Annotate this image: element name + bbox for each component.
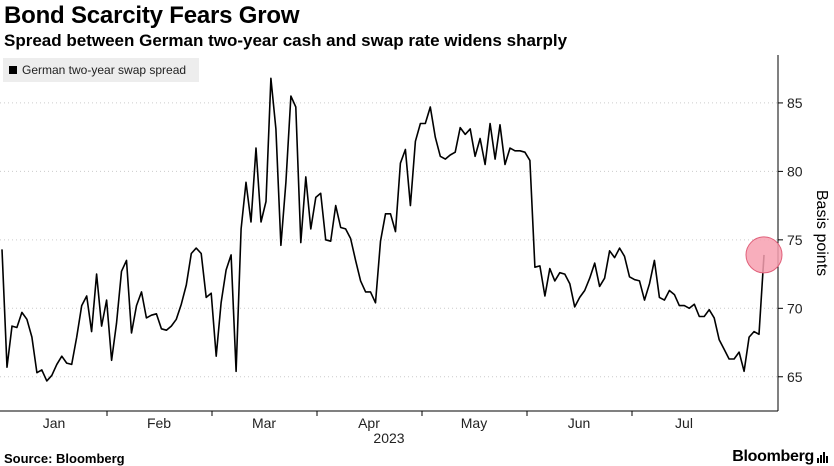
bloomberg-logo-icon — [817, 452, 828, 463]
x-tick-label: Feb — [147, 415, 171, 431]
x-tick-label: Apr — [358, 415, 380, 431]
series-line — [1, 77, 765, 382]
x-tick-label: Jun — [568, 415, 591, 431]
y-tick-label: 75 — [787, 232, 803, 248]
y-tick-label: 85 — [787, 95, 803, 111]
legend-label: German two-year swap spread — [22, 63, 187, 77]
x-tick-label: Jan — [43, 415, 66, 431]
x-tick-label: May — [461, 415, 487, 431]
y-tick-label: 65 — [787, 369, 803, 385]
chart-subtitle: Spread between German two-year cash and … — [4, 31, 568, 50]
x-tick-label: Jul — [675, 415, 693, 431]
x-axis-year-label: 2023 — [373, 430, 404, 446]
y-tick-label: 70 — [787, 300, 803, 316]
grid-lines — [0, 102, 778, 378]
chart-title: Bond Scarcity Fears Grow — [4, 2, 300, 29]
y-tick-label: 80 — [787, 163, 803, 179]
legend: German two-year swap spread — [3, 58, 199, 82]
y-ticks: 65 70 75 80 85 — [778, 95, 803, 385]
x-tick-label: Mar — [252, 415, 276, 431]
brand-logo-text: Bloomberg — [732, 448, 814, 465]
legend-swatch — [9, 66, 17, 74]
latest-value-highlight — [745, 236, 783, 274]
source-note: Source: Bloomberg — [4, 451, 125, 466]
y-axis-label: Basis points — [813, 190, 830, 276]
x-ticks: Jan Feb Mar Apr May Jun Jul — [43, 411, 693, 431]
